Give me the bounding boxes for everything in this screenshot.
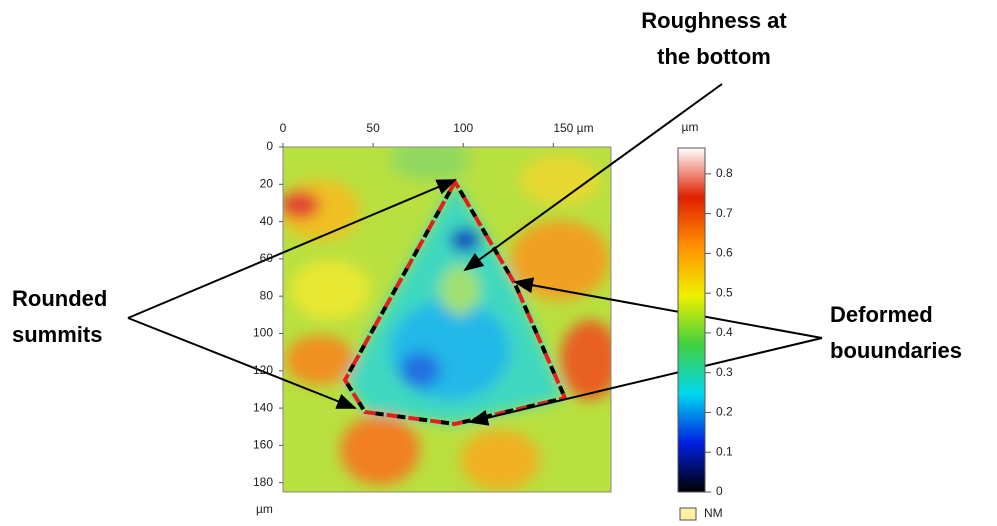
arrows [127, 83, 823, 426]
y-unit: µm [256, 502, 273, 516]
annotation: Rounded [12, 286, 107, 311]
y-tick-label: 40 [260, 214, 274, 228]
annotation: Roughness at [641, 8, 787, 33]
y-tick-label: 80 [260, 288, 274, 302]
colorbar-tick-label: 0.4 [716, 325, 733, 339]
colorbar-tick-label: 0.2 [716, 405, 733, 419]
x-tick-label: 100 [453, 121, 473, 135]
y-tick-label: 160 [253, 438, 273, 452]
outline [342, 177, 568, 427]
y-tick-label: 140 [253, 400, 273, 414]
colorbar-label: µm [682, 120, 699, 134]
colorbar-tick-label: 0.1 [716, 444, 733, 458]
y-tick-label: 120 [253, 363, 273, 377]
y-tick-label: 180 [253, 475, 273, 489]
y-tick-label: 60 [260, 251, 274, 265]
y-tick-label: 0 [266, 139, 273, 153]
annotation: Deformed [830, 302, 933, 327]
colorbar-tick-label: 0.8 [716, 166, 733, 180]
colorbar [677, 147, 706, 493]
x-tick-label: 50 [366, 121, 380, 135]
colorbar-tick-label: 0.5 [716, 285, 733, 299]
y-tick-label: 100 [253, 326, 273, 340]
x-tick-label: 0 [280, 121, 287, 135]
y-tick-label: 20 [260, 176, 274, 190]
colorbar-tick-label: 0 [716, 484, 723, 498]
nm-label: NM [704, 506, 723, 520]
annotation: bouundaries [830, 338, 962, 363]
annotation: the bottom [657, 44, 771, 69]
map-frame [282, 146, 612, 493]
colorbar-tick-label: 0.7 [716, 206, 733, 220]
colorbar-tick-label: 0.6 [716, 246, 733, 260]
nm-swatch [679, 507, 697, 521]
colorbar-tick-label: 0.3 [716, 365, 733, 379]
annotation: summits [12, 322, 102, 347]
x-tick-label: 150 µm [553, 121, 593, 135]
